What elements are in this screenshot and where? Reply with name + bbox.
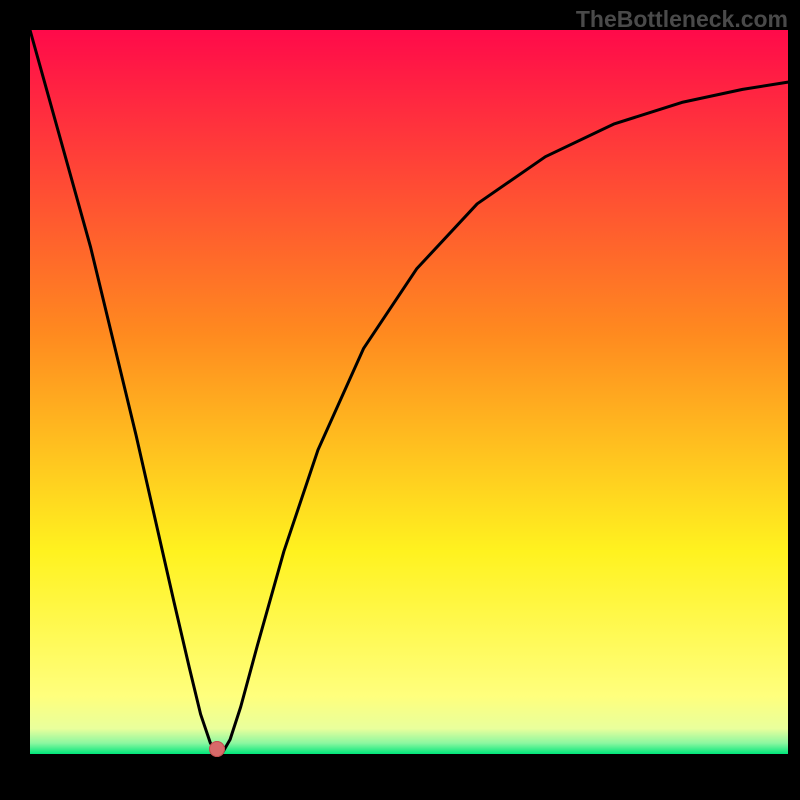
watermark-text: TheBottleneck.com — [576, 6, 788, 33]
bottleneck-chart: TheBottleneck.com — [0, 0, 800, 800]
chart-gradient-background — [30, 30, 788, 754]
